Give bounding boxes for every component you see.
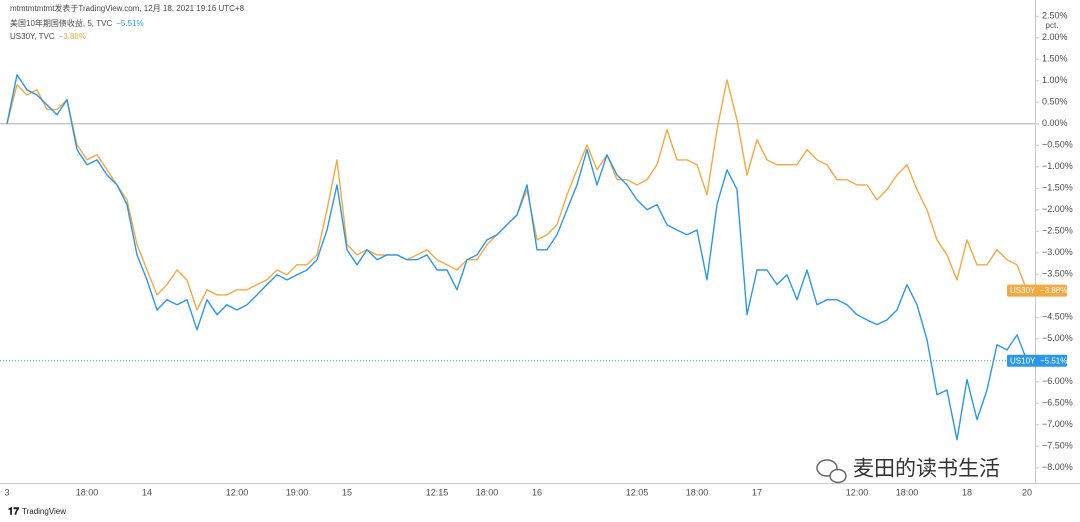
- y-tick-label: −8.00%: [1042, 462, 1073, 472]
- series-line: [6, 74, 1028, 441]
- badge-value: −5.51%: [1040, 356, 1067, 365]
- y-tick-label: −1.50%: [1042, 183, 1073, 193]
- badge-name: US10Y: [1010, 356, 1036, 365]
- y-tick-label: −3.00%: [1042, 247, 1073, 257]
- x-tick-label: 12:05: [626, 487, 649, 497]
- attribution: mtmtmtmtmt发表于TradingView.com, 12月 18, 20…: [10, 3, 245, 13]
- x-tick-label: 12:00: [226, 487, 249, 497]
- x-tick-label: 18: [962, 487, 972, 497]
- wechat-icon: [816, 459, 838, 477]
- x-tick-label: 18:00: [476, 487, 499, 497]
- y-tick-label: −3.50%: [1042, 269, 1073, 279]
- y-tick-label: −7.50%: [1042, 441, 1073, 451]
- watermark: 麦田的读书生活: [816, 458, 1000, 484]
- y-tick-label: −1.00%: [1042, 161, 1073, 171]
- x-tick-label: 16: [532, 487, 542, 497]
- price-badge: [1007, 284, 1067, 297]
- y-tick-label: 1.50%: [1042, 54, 1068, 64]
- y-tick-label: 0.50%: [1042, 97, 1068, 107]
- x-tick-label: 12:00: [846, 487, 869, 497]
- y-tick-label: −6.00%: [1042, 376, 1073, 386]
- x-tick-label: 15: [342, 487, 352, 497]
- x-tick-label: 17: [752, 487, 762, 497]
- badge-value: −3.88%: [1040, 286, 1067, 295]
- x-tick-label: 12:15: [426, 487, 449, 497]
- y-tick-label: 2.50%: [1042, 11, 1068, 21]
- y-tick-label: 0.00%: [1042, 118, 1068, 128]
- x-tick-label: 3: [4, 487, 9, 497]
- y-tick-label: −2.50%: [1042, 226, 1073, 236]
- y-tick-label: −2.00%: [1042, 204, 1073, 214]
- y-tick-label: 2.00%: [1042, 32, 1068, 42]
- y-unit: pct.: [1046, 21, 1059, 30]
- brand: TradingView: [22, 507, 66, 516]
- y-tick-label: −6.50%: [1042, 398, 1073, 408]
- x-tick-label: 14: [142, 487, 152, 497]
- legend-value: −3.88%: [59, 32, 86, 41]
- legend-name: US30Y, TVC: [10, 32, 55, 41]
- y-tick-label: −5.00%: [1042, 333, 1073, 343]
- watermark-text: 麦田的读书生活: [853, 458, 1000, 481]
- y-tick-label: 1.00%: [1042, 75, 1068, 85]
- y-tick-label: −7.00%: [1042, 419, 1073, 429]
- badge-name: US30Y: [1010, 286, 1036, 295]
- x-tick-label: 18:00: [896, 487, 919, 497]
- legend-name: 美国10年期国债收益, 5, TVC: [10, 18, 112, 28]
- x-tick-label: 20: [1022, 487, 1032, 497]
- brand-icon: 𝟏𝟕: [8, 507, 20, 518]
- y-tick-label: −0.50%: [1042, 140, 1073, 150]
- x-tick-label: 18:00: [686, 487, 709, 497]
- x-tick-label: 19:00: [286, 487, 309, 497]
- legend-entry: US30Y, TVC −3.88%: [10, 32, 86, 41]
- wechat-icon: [829, 468, 847, 484]
- price-badge: [1007, 354, 1067, 367]
- y-tick-label: −4.50%: [1042, 312, 1073, 322]
- x-tick-label: 18:00: [76, 487, 99, 497]
- legend-value: −5.51%: [116, 19, 143, 28]
- legend-entry: 美国10年期国债收益, 5, TVC −5.51%: [10, 18, 144, 28]
- brand-logo: 𝟏𝟕 TradingView: [8, 507, 66, 518]
